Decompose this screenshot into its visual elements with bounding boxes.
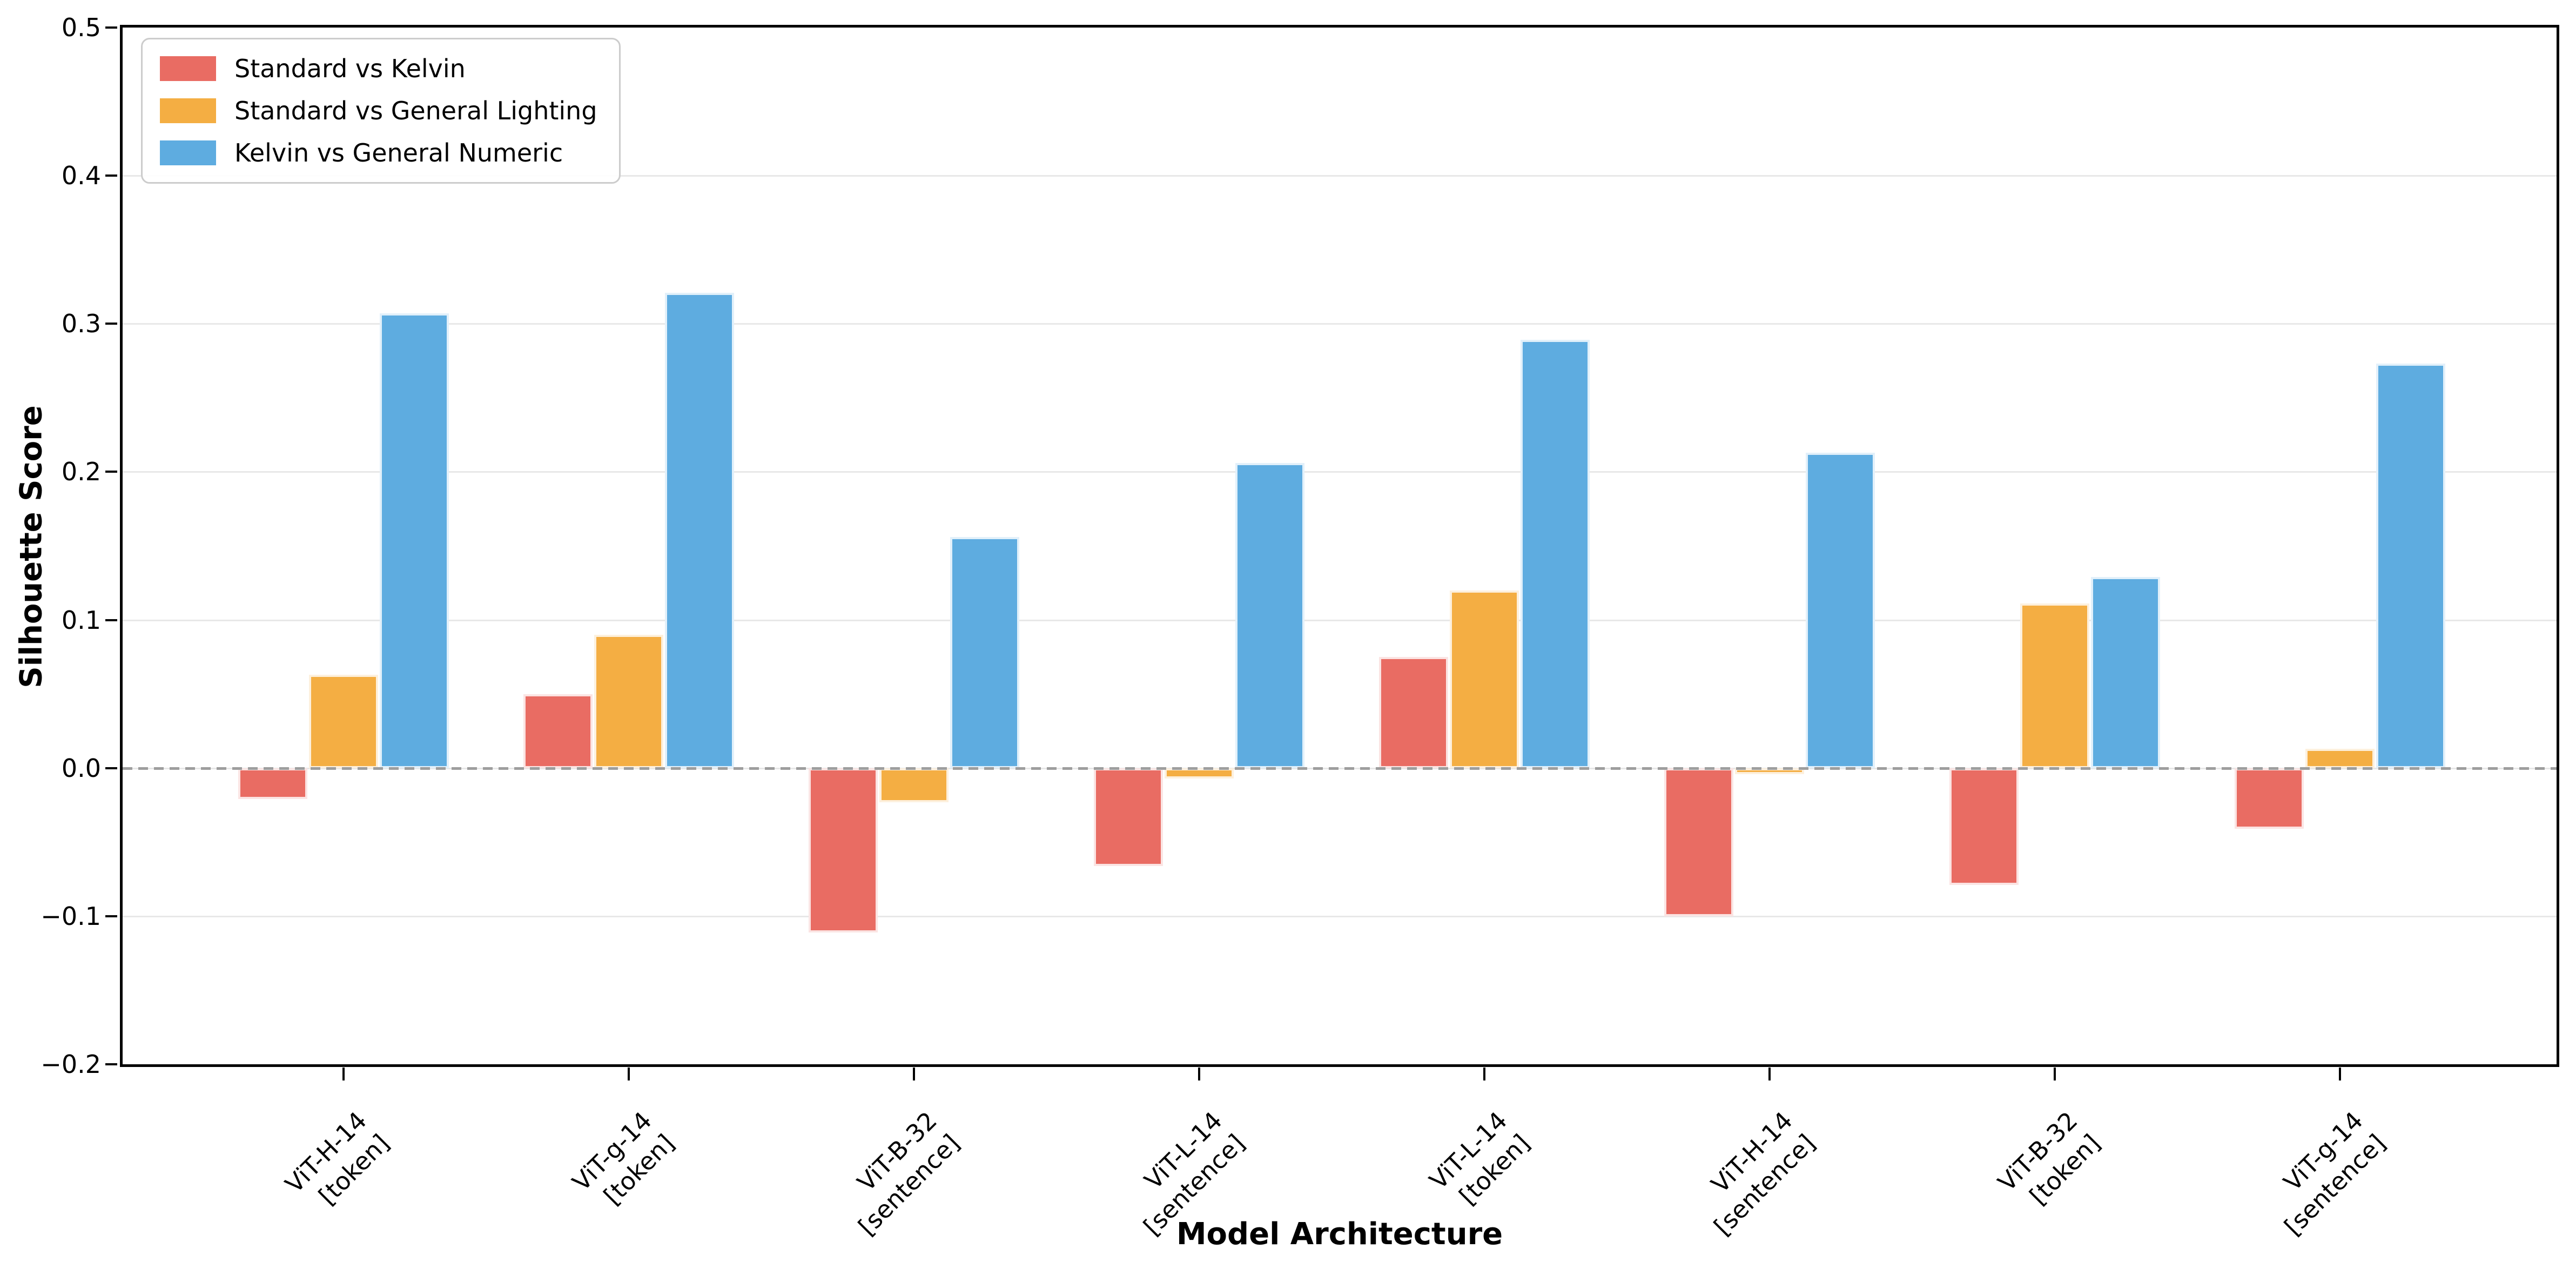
bar-standard-vs-kelvin-c4 bbox=[1379, 657, 1448, 768]
bar-standard-vs-kelvin-c6 bbox=[1949, 768, 2019, 885]
bar-standard-vs-kelvin-c2 bbox=[809, 768, 878, 932]
y-tick-mark bbox=[105, 915, 117, 917]
bar-kelvin-vs-general-numeric-c2 bbox=[950, 537, 1019, 768]
bar-kelvin-vs-general-numeric-c3 bbox=[1235, 462, 1304, 768]
gridline bbox=[123, 323, 2557, 325]
x-tick-mark bbox=[342, 1068, 345, 1080]
legend-label: Standard vs Kelvin bbox=[234, 54, 466, 83]
bar-kelvin-vs-general-numeric-c5 bbox=[1806, 452, 1875, 768]
y-tick-label: 0.3 bbox=[61, 309, 101, 339]
y-tick-label: 0.2 bbox=[61, 457, 101, 487]
x-axis-title: Model Architecture bbox=[1176, 1217, 1503, 1252]
bar-standard-vs-general-lighting-c0 bbox=[309, 675, 378, 768]
gridline bbox=[123, 915, 2557, 917]
legend: Standard vs Kelvin Standard vs General Li… bbox=[141, 38, 621, 184]
y-tick-label: 0.1 bbox=[61, 605, 101, 635]
bar-kelvin-vs-general-numeric-c1 bbox=[665, 292, 734, 768]
y-tick-mark bbox=[105, 323, 117, 325]
legend-label: Standard vs General Lighting bbox=[234, 96, 597, 125]
x-tick-mark bbox=[1198, 1068, 1200, 1080]
bar-kelvin-vs-general-numeric-c4 bbox=[1521, 340, 1590, 768]
x-tick-mark bbox=[2054, 1068, 2056, 1080]
bar-standard-vs-kelvin-c7 bbox=[2235, 768, 2304, 829]
y-axis-title: Silhouette Score bbox=[14, 405, 49, 688]
legend-item: Standard vs General Lighting bbox=[160, 96, 597, 126]
x-tick-label: ViT-B-32 [token] bbox=[1992, 1106, 2106, 1211]
legend-item: Kelvin vs General Numeric bbox=[160, 138, 597, 168]
y-tick-mark bbox=[105, 26, 117, 29]
legend-label: Kelvin vs General Numeric bbox=[234, 138, 563, 167]
bar-standard-vs-general-lighting-c4 bbox=[1450, 590, 1519, 768]
bar-kelvin-vs-general-numeric-c0 bbox=[380, 313, 449, 768]
y-tick-label: −0.1 bbox=[41, 901, 101, 931]
bar-standard-vs-general-lighting-c1 bbox=[594, 634, 663, 768]
y-tick-label: 0.0 bbox=[61, 753, 101, 783]
legend-swatch-icon bbox=[160, 140, 216, 165]
gridline bbox=[123, 471, 2557, 473]
gridline bbox=[123, 619, 2557, 621]
bar-standard-vs-general-lighting-c2 bbox=[879, 768, 949, 802]
bar-kelvin-vs-general-numeric-c6 bbox=[2091, 577, 2160, 768]
bar-standard-vs-kelvin-c3 bbox=[1094, 768, 1163, 866]
legend-swatch-icon bbox=[160, 98, 216, 123]
legend-swatch-icon bbox=[160, 56, 216, 81]
bar-standard-vs-general-lighting-c7 bbox=[2305, 749, 2375, 768]
bar-standard-vs-kelvin-c5 bbox=[1664, 768, 1733, 916]
y-tick-label: 0.5 bbox=[61, 13, 101, 42]
legend-item: Standard vs Kelvin bbox=[160, 53, 597, 84]
y-tick-mark bbox=[105, 174, 117, 177]
y-tick-mark bbox=[105, 471, 117, 473]
y-tick-mark bbox=[105, 767, 117, 769]
x-tick-label: ViT-L-14 [token] bbox=[1424, 1106, 1536, 1211]
x-tick-mark bbox=[1768, 1068, 1771, 1080]
bar-standard-vs-kelvin-c0 bbox=[238, 768, 307, 800]
bar-standard-vs-kelvin-c1 bbox=[523, 694, 593, 768]
y-tick-mark bbox=[105, 1063, 117, 1065]
x-tick-mark bbox=[628, 1068, 630, 1080]
x-tick-mark bbox=[2339, 1068, 2341, 1080]
x-tick-label: ViT-H-14 [token] bbox=[279, 1106, 395, 1211]
x-tick-label: ViT-g-14 [token] bbox=[567, 1106, 680, 1211]
x-tick-mark bbox=[1483, 1068, 1485, 1080]
y-tick-label: −0.2 bbox=[41, 1050, 101, 1079]
bar-kelvin-vs-general-numeric-c7 bbox=[2376, 364, 2445, 768]
y-tick-label: 0.4 bbox=[61, 161, 101, 191]
y-tick-mark bbox=[105, 619, 117, 621]
zero-line bbox=[123, 767, 2557, 770]
plot-area: 0.5 0.4 0.3 0.2 0.1 0.0 −0.1 −0.2 ViT-H-14 [toke… bbox=[41, 13, 2559, 1241]
bar-standard-vs-general-lighting-c6 bbox=[2020, 603, 2089, 768]
gridline bbox=[123, 175, 2557, 177]
x-tick-mark bbox=[913, 1068, 915, 1080]
